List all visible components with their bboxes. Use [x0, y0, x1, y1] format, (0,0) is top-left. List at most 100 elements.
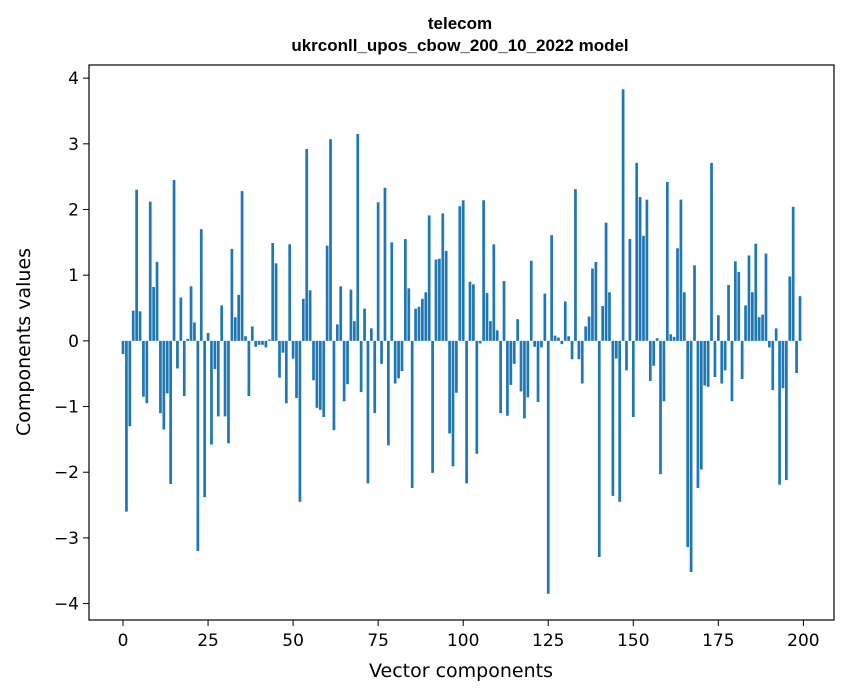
y-tick-label: −1 — [54, 398, 79, 418]
bars-group — [121, 89, 802, 594]
bar — [550, 235, 554, 341]
bar — [414, 308, 417, 341]
bar — [526, 340, 530, 398]
bar — [346, 340, 349, 385]
bar — [397, 340, 400, 379]
bar — [322, 340, 326, 418]
bar — [145, 340, 149, 404]
y-tick-label: 4 — [68, 69, 79, 89]
bar — [227, 340, 230, 444]
bar — [278, 340, 281, 378]
bar — [587, 316, 591, 341]
bar — [128, 340, 132, 427]
bar — [778, 340, 781, 485]
bar — [461, 200, 465, 341]
bar — [768, 340, 771, 348]
bar — [216, 340, 220, 417]
bar — [710, 162, 713, 341]
bar — [669, 334, 673, 341]
bar — [485, 292, 489, 341]
bar — [199, 229, 203, 341]
bar — [373, 340, 377, 414]
bar — [182, 340, 186, 397]
x-tick-label: 25 — [197, 631, 219, 651]
y-axis-ticks: −4 −3 −2 −1 0 1 2 3 4 — [54, 69, 89, 615]
bar — [761, 314, 764, 341]
x-tick-label: 175 — [702, 631, 734, 651]
bar — [250, 326, 254, 341]
bar — [291, 340, 295, 359]
bar — [257, 340, 261, 345]
bar — [625, 340, 628, 371]
bar — [645, 199, 649, 341]
bar — [655, 338, 659, 341]
bar — [312, 340, 315, 381]
bar — [492, 244, 496, 341]
bar — [261, 340, 264, 345]
bar — [329, 139, 332, 341]
bar — [798, 296, 802, 341]
bar — [478, 340, 482, 344]
bar — [506, 340, 509, 416]
bar — [682, 292, 686, 341]
bar — [159, 340, 162, 414]
bar — [400, 340, 404, 372]
bar — [482, 200, 485, 341]
bar — [495, 330, 499, 341]
bar — [172, 179, 176, 341]
bar — [563, 301, 567, 341]
bar — [237, 294, 241, 341]
bar — [410, 340, 414, 488]
bar — [148, 201, 152, 341]
bar — [298, 340, 302, 502]
bar — [502, 281, 506, 341]
bar — [543, 293, 547, 341]
bar — [516, 319, 519, 341]
bar — [387, 340, 390, 446]
bar — [672, 336, 676, 341]
bar — [318, 340, 322, 410]
bar — [424, 292, 428, 341]
bar — [332, 340, 336, 431]
bar — [574, 189, 577, 341]
bar — [795, 340, 798, 374]
bar — [638, 197, 642, 341]
bar — [233, 317, 237, 341]
bar — [730, 340, 734, 402]
bar — [390, 242, 394, 341]
x-tick-label: 200 — [787, 631, 819, 651]
bar — [325, 245, 329, 341]
bar — [421, 298, 424, 341]
x-tick-label: 75 — [367, 631, 389, 651]
y-tick-label: 3 — [68, 135, 79, 155]
bar — [407, 288, 411, 341]
bar — [523, 340, 526, 419]
bar — [686, 340, 690, 548]
bar — [774, 328, 778, 341]
bar — [213, 340, 217, 370]
y-tick-label: 1 — [68, 266, 79, 286]
bar — [791, 206, 795, 341]
bar — [597, 340, 601, 557]
x-tick-label: 50 — [282, 631, 304, 651]
bar — [621, 89, 625, 341]
bar — [342, 340, 346, 402]
bar — [271, 242, 275, 341]
bar — [489, 321, 492, 341]
bar — [475, 340, 479, 454]
bar — [335, 324, 339, 341]
bar — [546, 340, 550, 594]
bar — [349, 289, 353, 341]
bar — [611, 340, 615, 496]
bar — [455, 340, 458, 393]
bar — [284, 340, 288, 404]
bar — [254, 340, 258, 347]
bar — [689, 340, 693, 573]
bar — [757, 317, 761, 341]
bar — [359, 340, 363, 393]
bar — [230, 248, 234, 341]
bar — [723, 340, 727, 371]
bar — [676, 248, 679, 341]
bar — [567, 336, 571, 341]
